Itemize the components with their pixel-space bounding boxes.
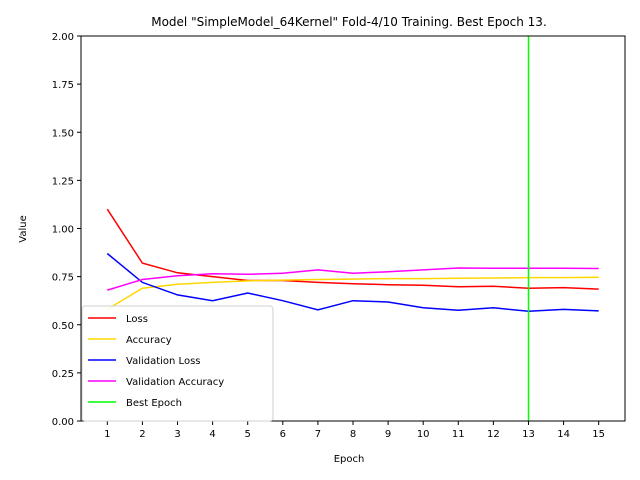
- legend-box: [81, 305, 274, 422]
- x-tick-label: 8: [350, 429, 356, 440]
- legend-entry: Loss: [126, 314, 148, 325]
- y-tick-label: 1.00: [52, 225, 74, 236]
- x-tick-label: 6: [280, 429, 286, 440]
- legend-entry: Validation Accuracy: [126, 377, 224, 388]
- y-tick-label: 0.75: [52, 273, 74, 284]
- y-axis-label: Value: [18, 215, 29, 242]
- x-tick-label: 5: [245, 429, 251, 440]
- plot-area: [106, 36, 599, 421]
- y-tick-label: 0.25: [52, 369, 74, 380]
- x-tick-label: 15: [592, 429, 605, 440]
- y-tick-label: 1.25: [52, 176, 74, 187]
- x-tick-label: 7: [315, 429, 321, 440]
- x-axis: 1 2 3 4 5 6 7 8 9 10 11 12 13 14 15: [104, 421, 605, 440]
- series-line-2: [106, 252, 599, 313]
- series-line-0: [106, 208, 599, 290]
- x-tick-label: 11: [452, 429, 465, 440]
- x-tick-label: 4: [209, 429, 215, 440]
- x-tick-label: 2: [139, 429, 145, 440]
- y-tick-label: 2.00: [52, 32, 74, 43]
- chart-title: Model "SimpleModel_64Kernel" Fold-4/10 T…: [151, 15, 547, 29]
- legend-entry: Accuracy: [126, 335, 172, 346]
- y-tick-label: 1.75: [52, 80, 74, 91]
- series-line-1: [106, 276, 599, 311]
- y-tick-label: 0.00: [52, 417, 74, 428]
- series-line-3: [107, 267, 599, 291]
- y-tick-label: 1.50: [52, 128, 74, 139]
- y-tick-label: 0.50: [52, 321, 74, 332]
- x-tick-label: 9: [385, 429, 391, 440]
- x-tick-label: 3: [174, 429, 180, 440]
- x-tick-label: 1: [104, 429, 110, 440]
- x-tick-label: 14: [557, 429, 570, 440]
- y-axis: 0.00 0.25 0.50 0.75 1.00 1.25 1.50 1.75 2.00: [52, 32, 81, 428]
- x-tick-label: 13: [522, 429, 535, 440]
- x-tick-label: 10: [417, 429, 430, 440]
- x-tick-label: 12: [487, 429, 500, 440]
- legend: Loss Accuracy Validation Loss Validation Ac…: [81, 305, 274, 422]
- x-axis-label: Epoch: [334, 454, 365, 465]
- legend-entry: Best Epoch: [126, 398, 182, 409]
- legend-entry: Validation Loss: [126, 356, 201, 367]
